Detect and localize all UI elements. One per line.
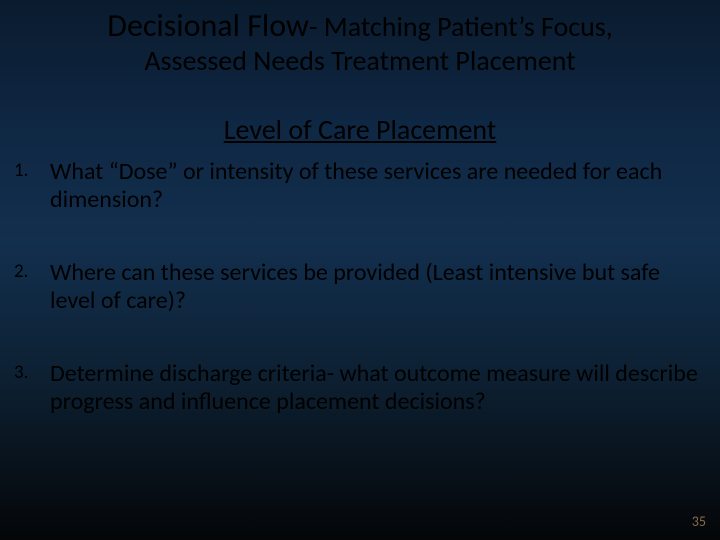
- title-line-1: Decisional Flow- Matching Patient’s Focu…: [0, 8, 720, 43]
- subtitle: Level of Care Placement: [0, 112, 720, 147]
- title-block: Decisional Flow- Matching Patient’s Focu…: [0, 8, 720, 77]
- slide: Decisional Flow- Matching Patient’s Focu…: [0, 0, 720, 540]
- list-item: 3. Determine discharge criteria- what ou…: [14, 360, 700, 415]
- list-item-text: Determine discharge criteria- what outco…: [50, 359, 698, 416]
- title-line-2: Assessed Needs Treatment Placement: [0, 45, 720, 77]
- list-item-number: 2.: [14, 261, 42, 283]
- list-item: 1. What “Dose” or intensity of these ser…: [14, 158, 700, 213]
- title-part-small: - Matching Patient’s Focus,: [309, 9, 613, 44]
- title-part-big: Decisional Flow: [107, 6, 309, 45]
- list-item-number: 1.: [14, 160, 42, 182]
- list-item: 2. Where can these services be provided …: [14, 259, 700, 314]
- page-number: 35: [692, 513, 706, 530]
- list-item-text: What “Dose” or intensity of these servic…: [50, 157, 662, 214]
- list-item-text: Where can these services be provided (Le…: [50, 258, 660, 315]
- list-item-number: 3.: [14, 362, 42, 384]
- numbered-list: 1. What “Dose” or intensity of these ser…: [14, 158, 700, 462]
